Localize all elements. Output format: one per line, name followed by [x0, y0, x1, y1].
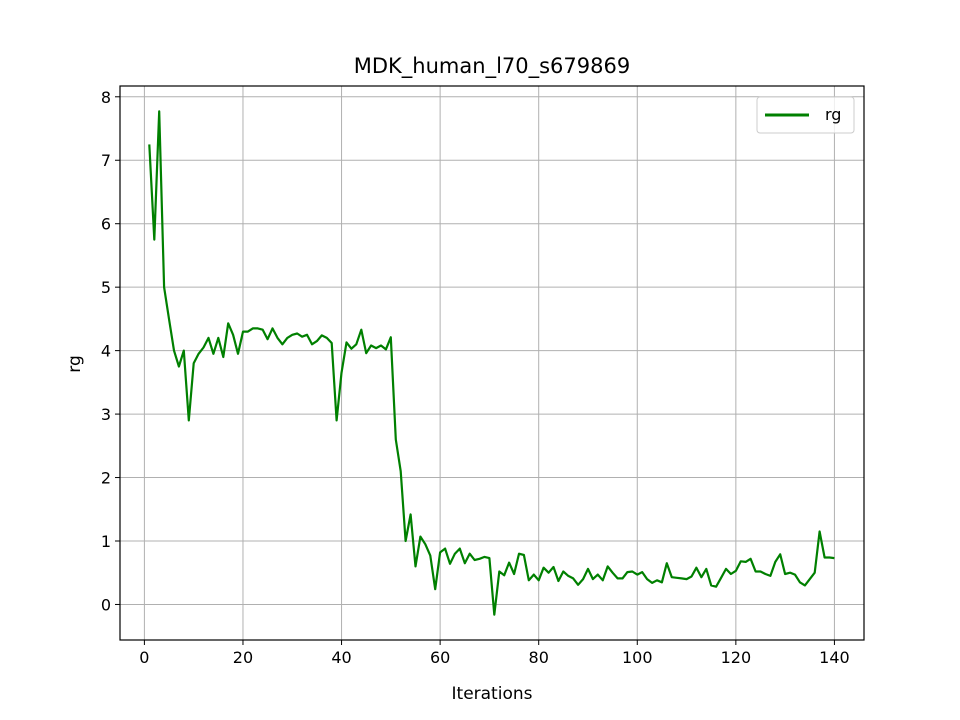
legend-label-rg: rg	[825, 105, 841, 124]
legend: rg	[756, 96, 855, 134]
x-tick-label: 20	[233, 648, 253, 667]
y-tick-label: 3	[101, 405, 111, 424]
plot-area-frame	[119, 85, 865, 641]
x-tick-label: 0	[139, 648, 149, 667]
y-tick-label: 7	[101, 151, 111, 170]
x-tick-label: 140	[819, 648, 850, 667]
y-axis-label: rg	[65, 355, 85, 372]
series-layer	[148, 110, 835, 616]
x-axis-label: Iterations	[452, 684, 533, 704]
x-axis-ticks: 0 20 40 60 80 100 120 140	[139, 640, 850, 667]
y-tick-label: 5	[101, 278, 111, 297]
x-tick-label: 120	[721, 648, 752, 667]
x-tick-label: 100	[622, 648, 653, 667]
x-tick-label: 40	[331, 648, 351, 667]
y-tick-label: 2	[101, 469, 111, 488]
y-tick-label: 0	[101, 595, 111, 614]
x-tick-label: 60	[430, 648, 450, 667]
y-tick-label: 1	[101, 532, 111, 551]
x-tick-label: 80	[529, 648, 549, 667]
y-tick-label: 6	[101, 215, 111, 234]
y-tick-label: 4	[101, 342, 111, 361]
grid	[120, 86, 864, 640]
chart-title: MDK_human_l70_s679869	[354, 54, 630, 79]
y-axis-ticks: 0 1 2 3 4 5 6 7 8	[101, 88, 120, 614]
y-tick-label: 8	[101, 88, 111, 107]
series-line-rg	[148, 110, 835, 616]
